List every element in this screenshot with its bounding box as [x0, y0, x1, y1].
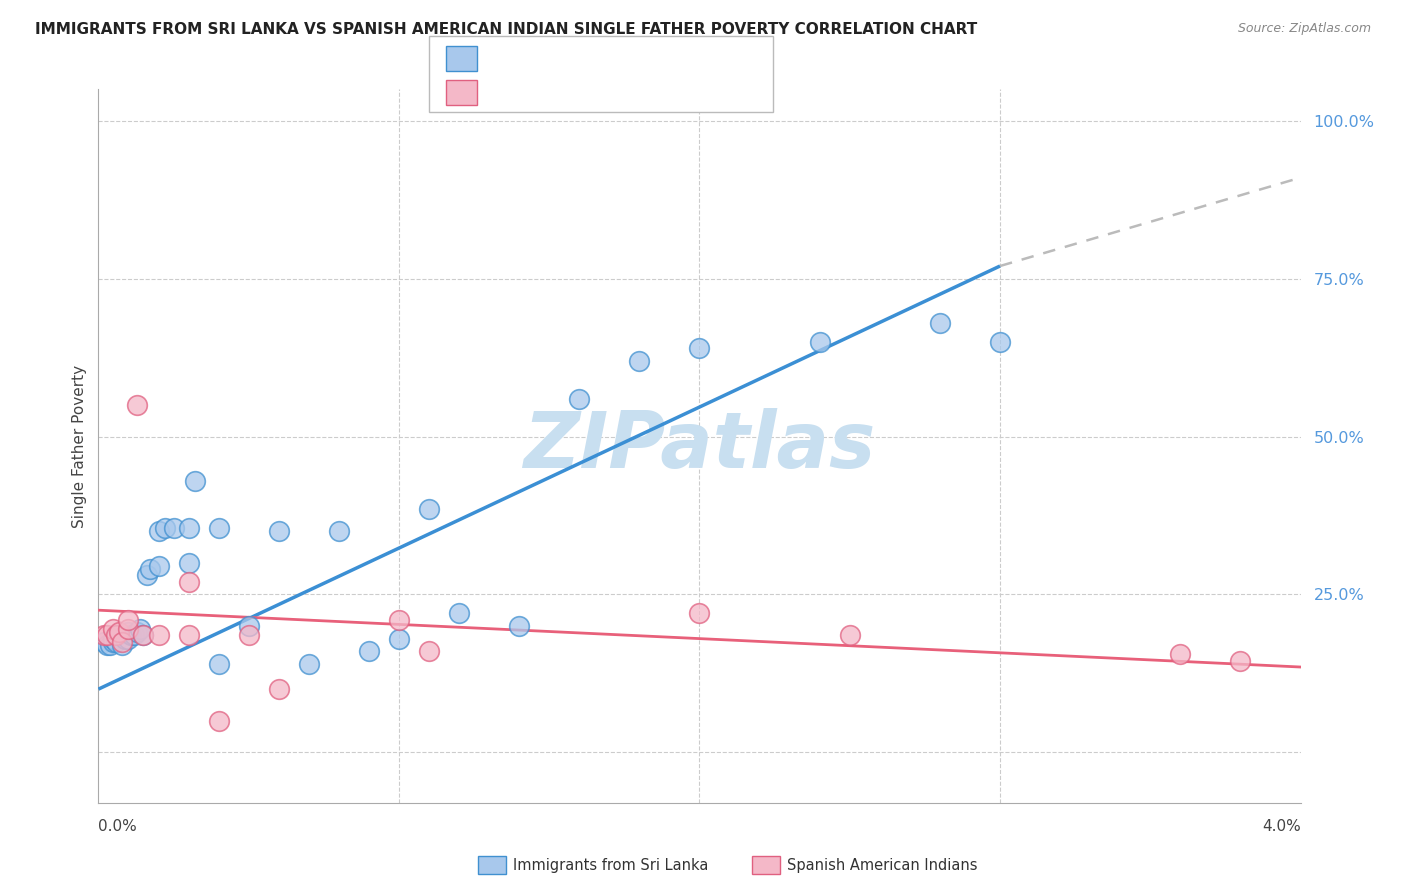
Point	[132, 628, 155, 642]
Point	[162, 521, 184, 535]
Text: IMMIGRANTS FROM SRI LANKA VS SPANISH AMERICAN INDIAN SINGLE FATHER POVERTY CORRE: IMMIGRANTS FROM SRI LANKA VS SPANISH AME…	[35, 22, 977, 37]
Point	[808, 334, 831, 349]
Point	[298, 657, 321, 671]
Point	[148, 628, 170, 642]
Point	[177, 628, 200, 642]
Point	[138, 562, 160, 576]
Point	[238, 619, 260, 633]
Point	[135, 568, 157, 582]
Point	[93, 628, 115, 642]
Point	[117, 625, 139, 640]
Point	[208, 521, 231, 535]
Text: R =: R =	[491, 86, 524, 100]
Point	[388, 613, 411, 627]
Point	[1168, 648, 1191, 662]
Point	[177, 574, 200, 589]
Point	[129, 622, 152, 636]
Point	[100, 638, 122, 652]
Point	[418, 502, 440, 516]
Point	[568, 392, 591, 406]
Text: Source: ZipAtlas.com: Source: ZipAtlas.com	[1237, 22, 1371, 36]
Point	[357, 644, 380, 658]
Point	[117, 613, 139, 627]
Point	[93, 634, 115, 648]
Point	[447, 607, 470, 621]
Point	[108, 625, 131, 640]
Point	[838, 628, 860, 642]
Point	[124, 628, 146, 642]
Point	[121, 628, 143, 642]
Point	[105, 628, 128, 642]
Point	[148, 559, 170, 574]
Point	[177, 521, 200, 535]
Point	[96, 638, 118, 652]
Text: 22: 22	[631, 84, 655, 102]
Text: Spanish American Indians: Spanish American Indians	[787, 858, 977, 872]
Point	[628, 353, 651, 368]
Point	[177, 556, 200, 570]
Point	[117, 622, 139, 636]
Text: R =: R =	[491, 52, 524, 66]
Point	[114, 632, 136, 646]
Point	[1229, 654, 1251, 668]
Text: Immigrants from Sri Lanka: Immigrants from Sri Lanka	[513, 858, 709, 872]
Point	[238, 628, 260, 642]
Point	[689, 341, 711, 355]
Text: 0.0%: 0.0%	[98, 819, 138, 834]
Point	[127, 625, 149, 640]
Text: -0.205: -0.205	[529, 84, 588, 102]
Point	[328, 524, 350, 539]
Point	[153, 521, 176, 535]
Point	[127, 398, 149, 412]
Point	[208, 657, 231, 671]
Point	[689, 607, 711, 621]
Point	[267, 682, 290, 697]
Point	[388, 632, 411, 646]
Point	[111, 634, 134, 648]
Point	[418, 644, 440, 658]
Point	[208, 714, 231, 728]
Point	[183, 474, 205, 488]
Point	[103, 622, 125, 636]
Point	[117, 632, 139, 646]
Point	[108, 628, 131, 642]
Text: 4.0%: 4.0%	[1261, 819, 1301, 834]
Point	[928, 316, 950, 330]
Text: 42: 42	[631, 50, 655, 68]
Text: N =: N =	[592, 52, 636, 66]
Point	[105, 634, 128, 648]
Point	[96, 628, 118, 642]
Point	[267, 524, 290, 539]
Text: N =: N =	[592, 86, 636, 100]
Point	[103, 632, 125, 646]
Point	[132, 628, 155, 642]
Text: ZIPatlas: ZIPatlas	[523, 408, 876, 484]
Point	[988, 334, 1011, 349]
Text: 0.595: 0.595	[529, 50, 586, 68]
Point	[103, 634, 125, 648]
Point	[148, 524, 170, 539]
Point	[508, 619, 530, 633]
Point	[111, 638, 134, 652]
Y-axis label: Single Father Poverty: Single Father Poverty	[72, 365, 87, 527]
